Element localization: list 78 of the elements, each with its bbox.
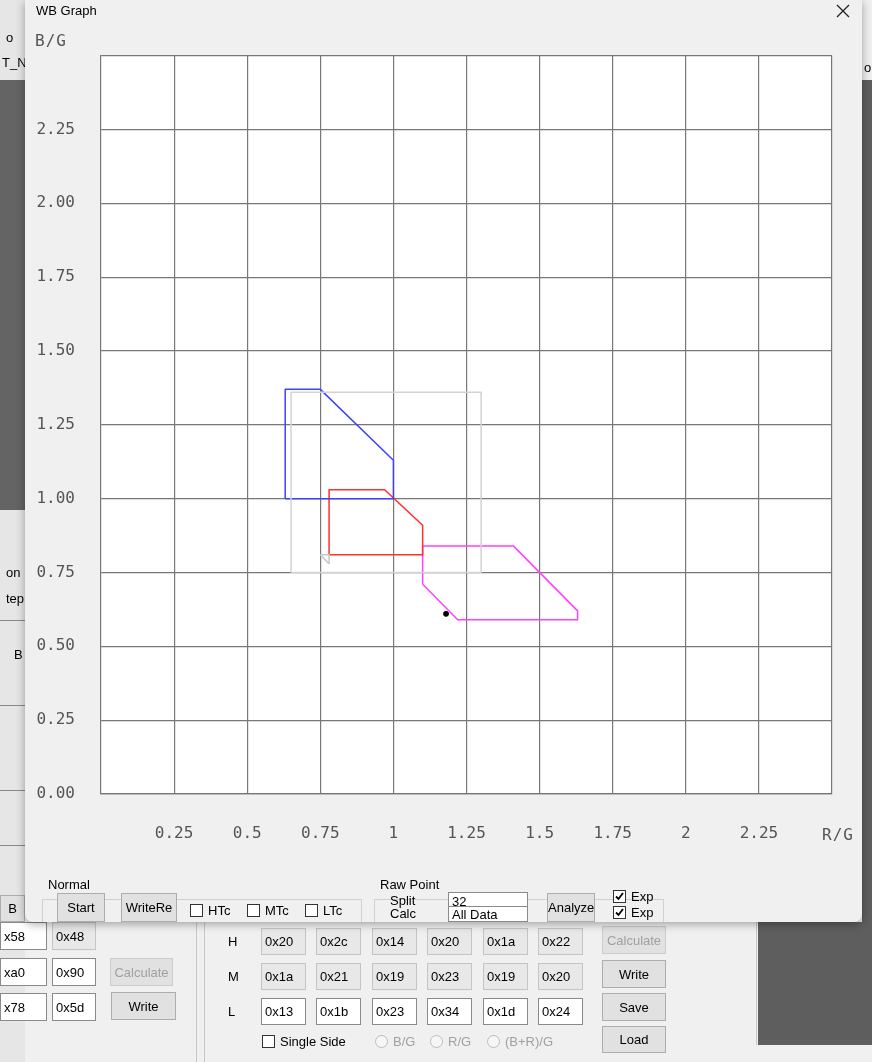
text-field: 0x1b: [316, 998, 361, 1025]
y-axis-title: B/G: [35, 31, 67, 50]
button: Write: [602, 960, 666, 988]
text-field: 0x1d: [483, 998, 528, 1025]
text-field: 0x48: [52, 922, 96, 950]
text-field: 0x22: [538, 928, 583, 955]
y-tick-label: 1.25: [36, 413, 75, 433]
text-field: 0x5d: [52, 993, 96, 1021]
chart-title: WB Graph: [36, 3, 97, 18]
text-field: 0x2c: [316, 928, 361, 955]
text: (B+R)/G: [505, 1034, 554, 1049]
dropdown: All Data: [448, 906, 528, 922]
text-field: 0x13: [261, 998, 306, 1025]
y-tick-label: 0.25: [36, 709, 75, 729]
text-field: xa0: [0, 958, 47, 986]
button: Calculate: [602, 926, 666, 954]
text: o: [864, 60, 872, 75]
text: o: [6, 30, 14, 45]
text-field: 0x20: [538, 963, 583, 990]
x-tick-label: 0.5: [232, 822, 262, 842]
text-field: 0x20: [261, 928, 306, 955]
x-tick-label: 0.25: [154, 822, 194, 842]
text-field: 0x20: [427, 928, 472, 955]
y-tick-label: 0.75: [36, 561, 75, 581]
y-tick-label: 0.00: [36, 783, 75, 803]
button: Save: [602, 993, 666, 1021]
button: Start: [57, 893, 105, 922]
text: Exp: [631, 889, 654, 904]
button: Analyze: [547, 893, 595, 922]
text-field: x78: [0, 993, 47, 1021]
x-tick-label: 2: [680, 822, 691, 842]
text: H: [228, 934, 238, 949]
text: R/G: [448, 1034, 472, 1049]
button: Load: [602, 1026, 666, 1053]
text-field: 0x34: [427, 998, 472, 1025]
y-tick-label: 1.75: [36, 266, 75, 286]
x-tick-label: 2.25: [739, 822, 779, 842]
text: Single Side: [280, 1034, 346, 1049]
y-tick-label: 1.00: [36, 487, 75, 507]
button: Calculate: [110, 958, 173, 986]
text-field: 0x1a: [483, 928, 528, 955]
text: B/G: [393, 1034, 416, 1049]
text-field: 0x23: [372, 998, 417, 1025]
text: Calc: [390, 906, 417, 921]
x-tick-label: 1: [388, 822, 399, 842]
text: HTc: [208, 903, 231, 918]
text-field: 0x24: [538, 998, 583, 1025]
x-tick-label: 1.5: [525, 822, 555, 842]
x-axis-title: R/G: [822, 825, 854, 844]
text: M: [228, 969, 239, 984]
y-tick-label: 2.25: [36, 118, 75, 138]
button: WriteRe: [121, 893, 177, 922]
text: LTc: [323, 903, 343, 918]
text: Exp: [631, 905, 654, 920]
button: Write: [111, 992, 176, 1020]
y-tick-label: 2.00: [36, 192, 75, 212]
y-tick-label: 0.50: [36, 635, 75, 655]
text-field: 0x19: [372, 963, 417, 990]
text: on: [6, 565, 21, 580]
text: B: [14, 647, 23, 662]
text: tep: [6, 591, 25, 606]
text-field: 0x21: [316, 963, 361, 990]
x-tick-label: 0.75: [301, 822, 340, 842]
text: Raw Point: [380, 877, 440, 892]
text: L: [228, 1004, 236, 1019]
text-field: x58: [0, 922, 47, 950]
x-tick-label: 1.25: [447, 822, 486, 842]
text-field: 0x1a: [261, 963, 306, 990]
text: Split: [390, 893, 416, 908]
button: B: [0, 895, 25, 922]
text: Normal: [48, 877, 90, 892]
x-tick-label: 1.75: [593, 822, 632, 842]
text-field: 0x90: [52, 958, 96, 986]
text-field: 0x19: [483, 963, 528, 990]
text-field: 0x23: [427, 963, 472, 990]
y-tick-label: 1.50: [36, 340, 75, 360]
text: MTc: [265, 903, 289, 918]
text-field: 0x14: [372, 928, 417, 955]
